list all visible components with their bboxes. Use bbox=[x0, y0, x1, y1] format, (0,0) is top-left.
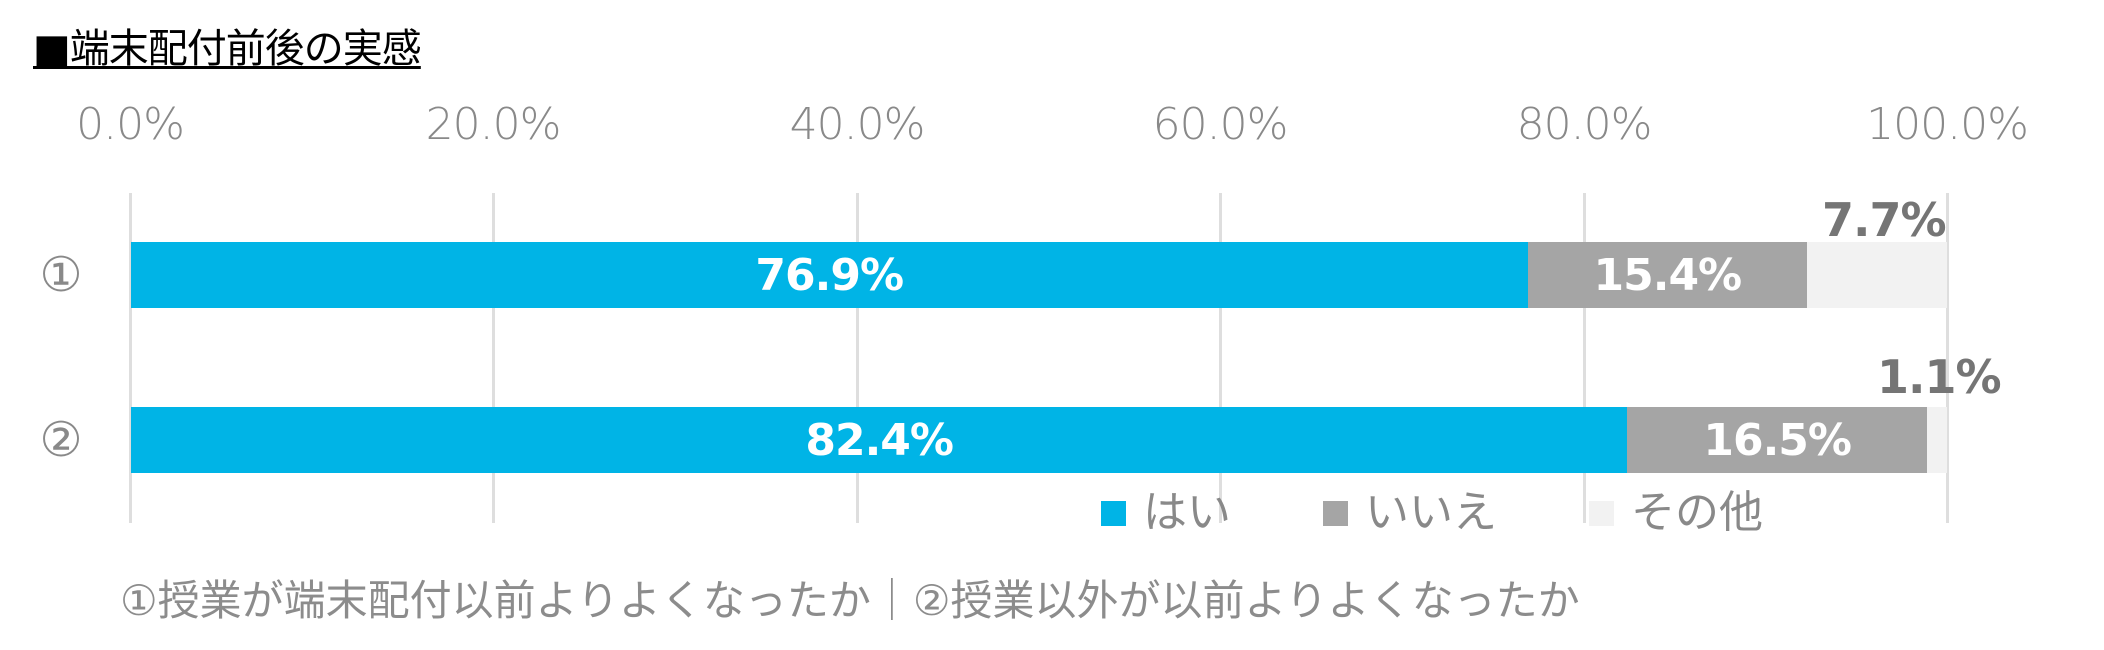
legend-swatch-icon bbox=[1101, 500, 1126, 526]
legend-item-yes: はい bbox=[1101, 488, 1231, 538]
data-label-other-1: 7.7% bbox=[1822, 193, 1947, 247]
footnote: ①授業が端末配付以前よりよくなったか｜②授業以外が以前よりよくなったか bbox=[120, 576, 1580, 625]
category-label-2: ② bbox=[39, 412, 83, 468]
x-tick-label: 80.0% bbox=[1516, 99, 1653, 150]
x-tick-label: 40.0% bbox=[789, 99, 926, 150]
x-tick-label: 60.0% bbox=[1152, 99, 1289, 150]
gridline-20 bbox=[492, 193, 495, 523]
gridline-40 bbox=[856, 193, 859, 523]
gridline-60 bbox=[1219, 193, 1222, 523]
bar-row-1: 76.9% 15.4% bbox=[131, 242, 1947, 308]
chart-title: ■端末配付前後の実感 bbox=[33, 26, 422, 72]
bar-row-2: 82.4% 16.5% bbox=[131, 407, 1947, 473]
gridline-0 bbox=[129, 193, 132, 523]
legend-label: はい bbox=[1143, 487, 1231, 538]
data-label: 15.4% bbox=[1593, 249, 1743, 301]
data-label: 76.9% bbox=[755, 249, 904, 301]
gridline-100 bbox=[1946, 193, 1949, 523]
legend-swatch-icon bbox=[1323, 500, 1348, 526]
bar-segment-other bbox=[1927, 407, 1947, 473]
legend: はい いいえ その他 bbox=[1101, 488, 1855, 538]
legend-item-other: その他 bbox=[1589, 488, 1763, 538]
data-label: 16.5% bbox=[1703, 414, 1852, 466]
gridline-80 bbox=[1583, 193, 1586, 523]
x-tick-label: 100.0% bbox=[1866, 99, 2029, 150]
legend-label: いいえ bbox=[1365, 487, 1497, 538]
data-label-other-2: 1.1% bbox=[1877, 350, 2002, 404]
bar-segment-yes: 82.4% bbox=[131, 407, 1628, 473]
bar-segment-no: 15.4% bbox=[1527, 242, 1808, 308]
bar-segment-yes: 76.9% bbox=[131, 242, 1528, 308]
x-tick-label: 0.0% bbox=[76, 99, 185, 150]
bar-segment-other bbox=[1807, 242, 1947, 308]
x-tick-label: 20.0% bbox=[425, 99, 562, 150]
bar-segment-no: 16.5% bbox=[1627, 407, 1927, 473]
legend-item-no: いいえ bbox=[1323, 488, 1497, 538]
category-label-1: ① bbox=[39, 247, 83, 303]
legend-label: その他 bbox=[1631, 487, 1763, 538]
data-label: 82.4% bbox=[805, 414, 954, 466]
legend-swatch-icon bbox=[1589, 500, 1614, 526]
